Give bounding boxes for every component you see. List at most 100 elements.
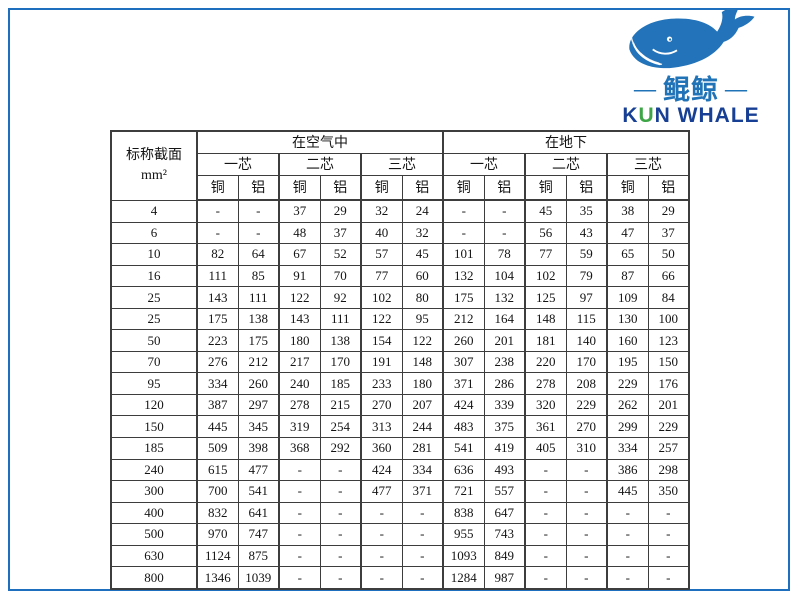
value-cell: 100: [647, 307, 690, 331]
value-cell: 371: [442, 372, 485, 395]
value-cell: 743: [483, 523, 526, 546]
value-cell: 254: [319, 415, 362, 438]
value-cell: -: [606, 566, 649, 590]
value-cell: 47: [606, 221, 649, 245]
value-cell: 60: [401, 264, 444, 288]
value-cell: -: [401, 501, 444, 525]
value-cell: 299: [606, 415, 649, 438]
material-header-copper: 铜: [442, 174, 485, 201]
value-cell: -: [524, 566, 567, 590]
value-cell: -: [278, 458, 321, 482]
size-cell: 630: [110, 544, 198, 568]
value-cell: 445: [196, 415, 239, 438]
table-row: 16 111 85 91 70 77 60 132 104 102 79 87 66: [110, 264, 690, 288]
value-cell: 307: [442, 350, 485, 374]
table-row: 500 970 747- - - -955 743- - - -: [110, 523, 690, 546]
value-cell: 647: [483, 501, 526, 525]
value-cell: 849: [483, 544, 526, 568]
value-cell: 875: [237, 544, 280, 568]
value-cell: 276: [196, 350, 239, 374]
value-cell: -: [524, 458, 567, 482]
value-cell: 122: [401, 329, 444, 352]
value-cell: 636: [442, 458, 485, 482]
value-cell: 143: [278, 307, 321, 331]
value-cell: 101: [442, 243, 485, 266]
value-cell: -: [319, 480, 362, 503]
value-cell: 66: [647, 264, 690, 288]
value-cell: -: [524, 501, 567, 525]
value-cell: 229: [606, 372, 649, 395]
size-cell: 500: [110, 523, 198, 546]
size-cell: 70: [110, 350, 198, 374]
value-cell: 229: [565, 393, 608, 417]
value-cell: 270: [360, 393, 403, 417]
value-cell: -: [606, 501, 649, 525]
value-cell: 111: [237, 286, 280, 309]
value-cell: 37: [278, 199, 321, 223]
table-row: 25 175 138 143 111 122 95 212 164 148 115 130 100: [110, 307, 690, 331]
size-cell: 150: [110, 415, 198, 438]
value-cell: 375: [483, 415, 526, 438]
value-cell: 405: [524, 436, 567, 460]
table-row: 185 509 398 368 292 360 281 541 419 405 310 334 257: [110, 436, 690, 460]
value-cell: -: [565, 523, 608, 546]
value-cell: 170: [565, 350, 608, 374]
value-cell: -: [278, 566, 321, 590]
value-cell: 91: [278, 264, 321, 288]
value-cell: 240: [278, 372, 321, 395]
value-cell: 181: [524, 329, 567, 352]
value-cell: 29: [647, 199, 690, 223]
value-cell: -: [196, 199, 239, 223]
value-cell: 1039: [237, 566, 280, 590]
value-cell: 419: [483, 436, 526, 460]
value-cell: -: [237, 221, 280, 245]
value-cell: 45: [524, 199, 567, 223]
logo-cn-text: 鲲鲸: [663, 75, 719, 105]
value-cell: 260: [237, 372, 280, 395]
value-cell: 195: [606, 350, 649, 374]
value-cell: 185: [319, 372, 362, 395]
value-cell: 79: [565, 264, 608, 288]
value-cell: -: [442, 221, 485, 245]
table-row: 50 223 175 180 138 154 122 260 201 181 140 160 123: [110, 329, 690, 352]
value-cell: 1346: [196, 566, 239, 590]
value-cell: 43: [565, 221, 608, 245]
value-cell: 233: [360, 372, 403, 395]
value-cell: 832: [196, 501, 239, 525]
whale-icon: [629, 8, 755, 69]
logo-dash-left: —: [634, 76, 657, 101]
value-cell: -: [483, 199, 526, 223]
core-header-ground-1: 一芯: [442, 152, 526, 176]
value-cell: 84: [647, 286, 690, 309]
value-cell: 320: [524, 393, 567, 417]
value-cell: 313: [360, 415, 403, 438]
value-cell: -: [565, 566, 608, 590]
value-cell: 59: [565, 243, 608, 266]
size-cell: 25: [110, 286, 198, 309]
value-cell: 140: [565, 329, 608, 352]
value-cell: 238: [483, 350, 526, 374]
core-header-air-1: 一芯: [196, 152, 280, 176]
value-cell: 229: [647, 415, 690, 438]
core-header-air-2: 二芯: [278, 152, 362, 176]
value-cell: -: [278, 544, 321, 568]
value-cell: -: [483, 221, 526, 245]
material-header-aluminum: 铝: [647, 174, 690, 201]
value-cell: 70: [319, 264, 362, 288]
material-header-copper: 铜: [524, 174, 567, 201]
value-cell: 345: [237, 415, 280, 438]
value-cell: 57: [360, 243, 403, 266]
value-cell: 56: [524, 221, 567, 245]
value-cell: 477: [360, 480, 403, 503]
value-cell: -: [565, 480, 608, 503]
value-cell: 138: [237, 307, 280, 331]
value-cell: 64: [237, 243, 280, 266]
value-cell: 477: [237, 458, 280, 482]
value-cell: 278: [278, 393, 321, 417]
value-cell: -: [442, 199, 485, 223]
kun-whale-logo: — 鲲鲸 — KUN WHALE: [596, 6, 786, 127]
table-row: 240 615 477- -424 334 636 493- -386 298: [110, 458, 690, 482]
table-row: 25 143 111 122 92 102 80 175 132 125 97 109 84: [110, 286, 690, 309]
value-cell: 35: [565, 199, 608, 223]
value-cell: 212: [237, 350, 280, 374]
